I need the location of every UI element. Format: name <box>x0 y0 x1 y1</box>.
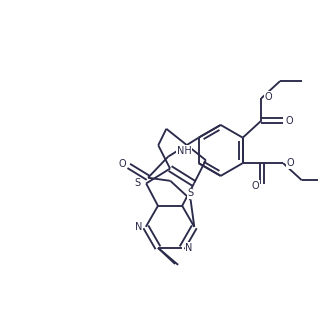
Text: O: O <box>251 181 259 191</box>
Text: S: S <box>134 178 140 188</box>
Text: S: S <box>188 188 194 198</box>
Text: O: O <box>264 92 272 102</box>
Text: NH: NH <box>177 146 192 156</box>
Text: N: N <box>185 243 193 253</box>
Text: O: O <box>118 159 126 169</box>
Text: N: N <box>135 222 143 232</box>
Text: O: O <box>286 115 293 126</box>
Text: O: O <box>286 158 294 168</box>
